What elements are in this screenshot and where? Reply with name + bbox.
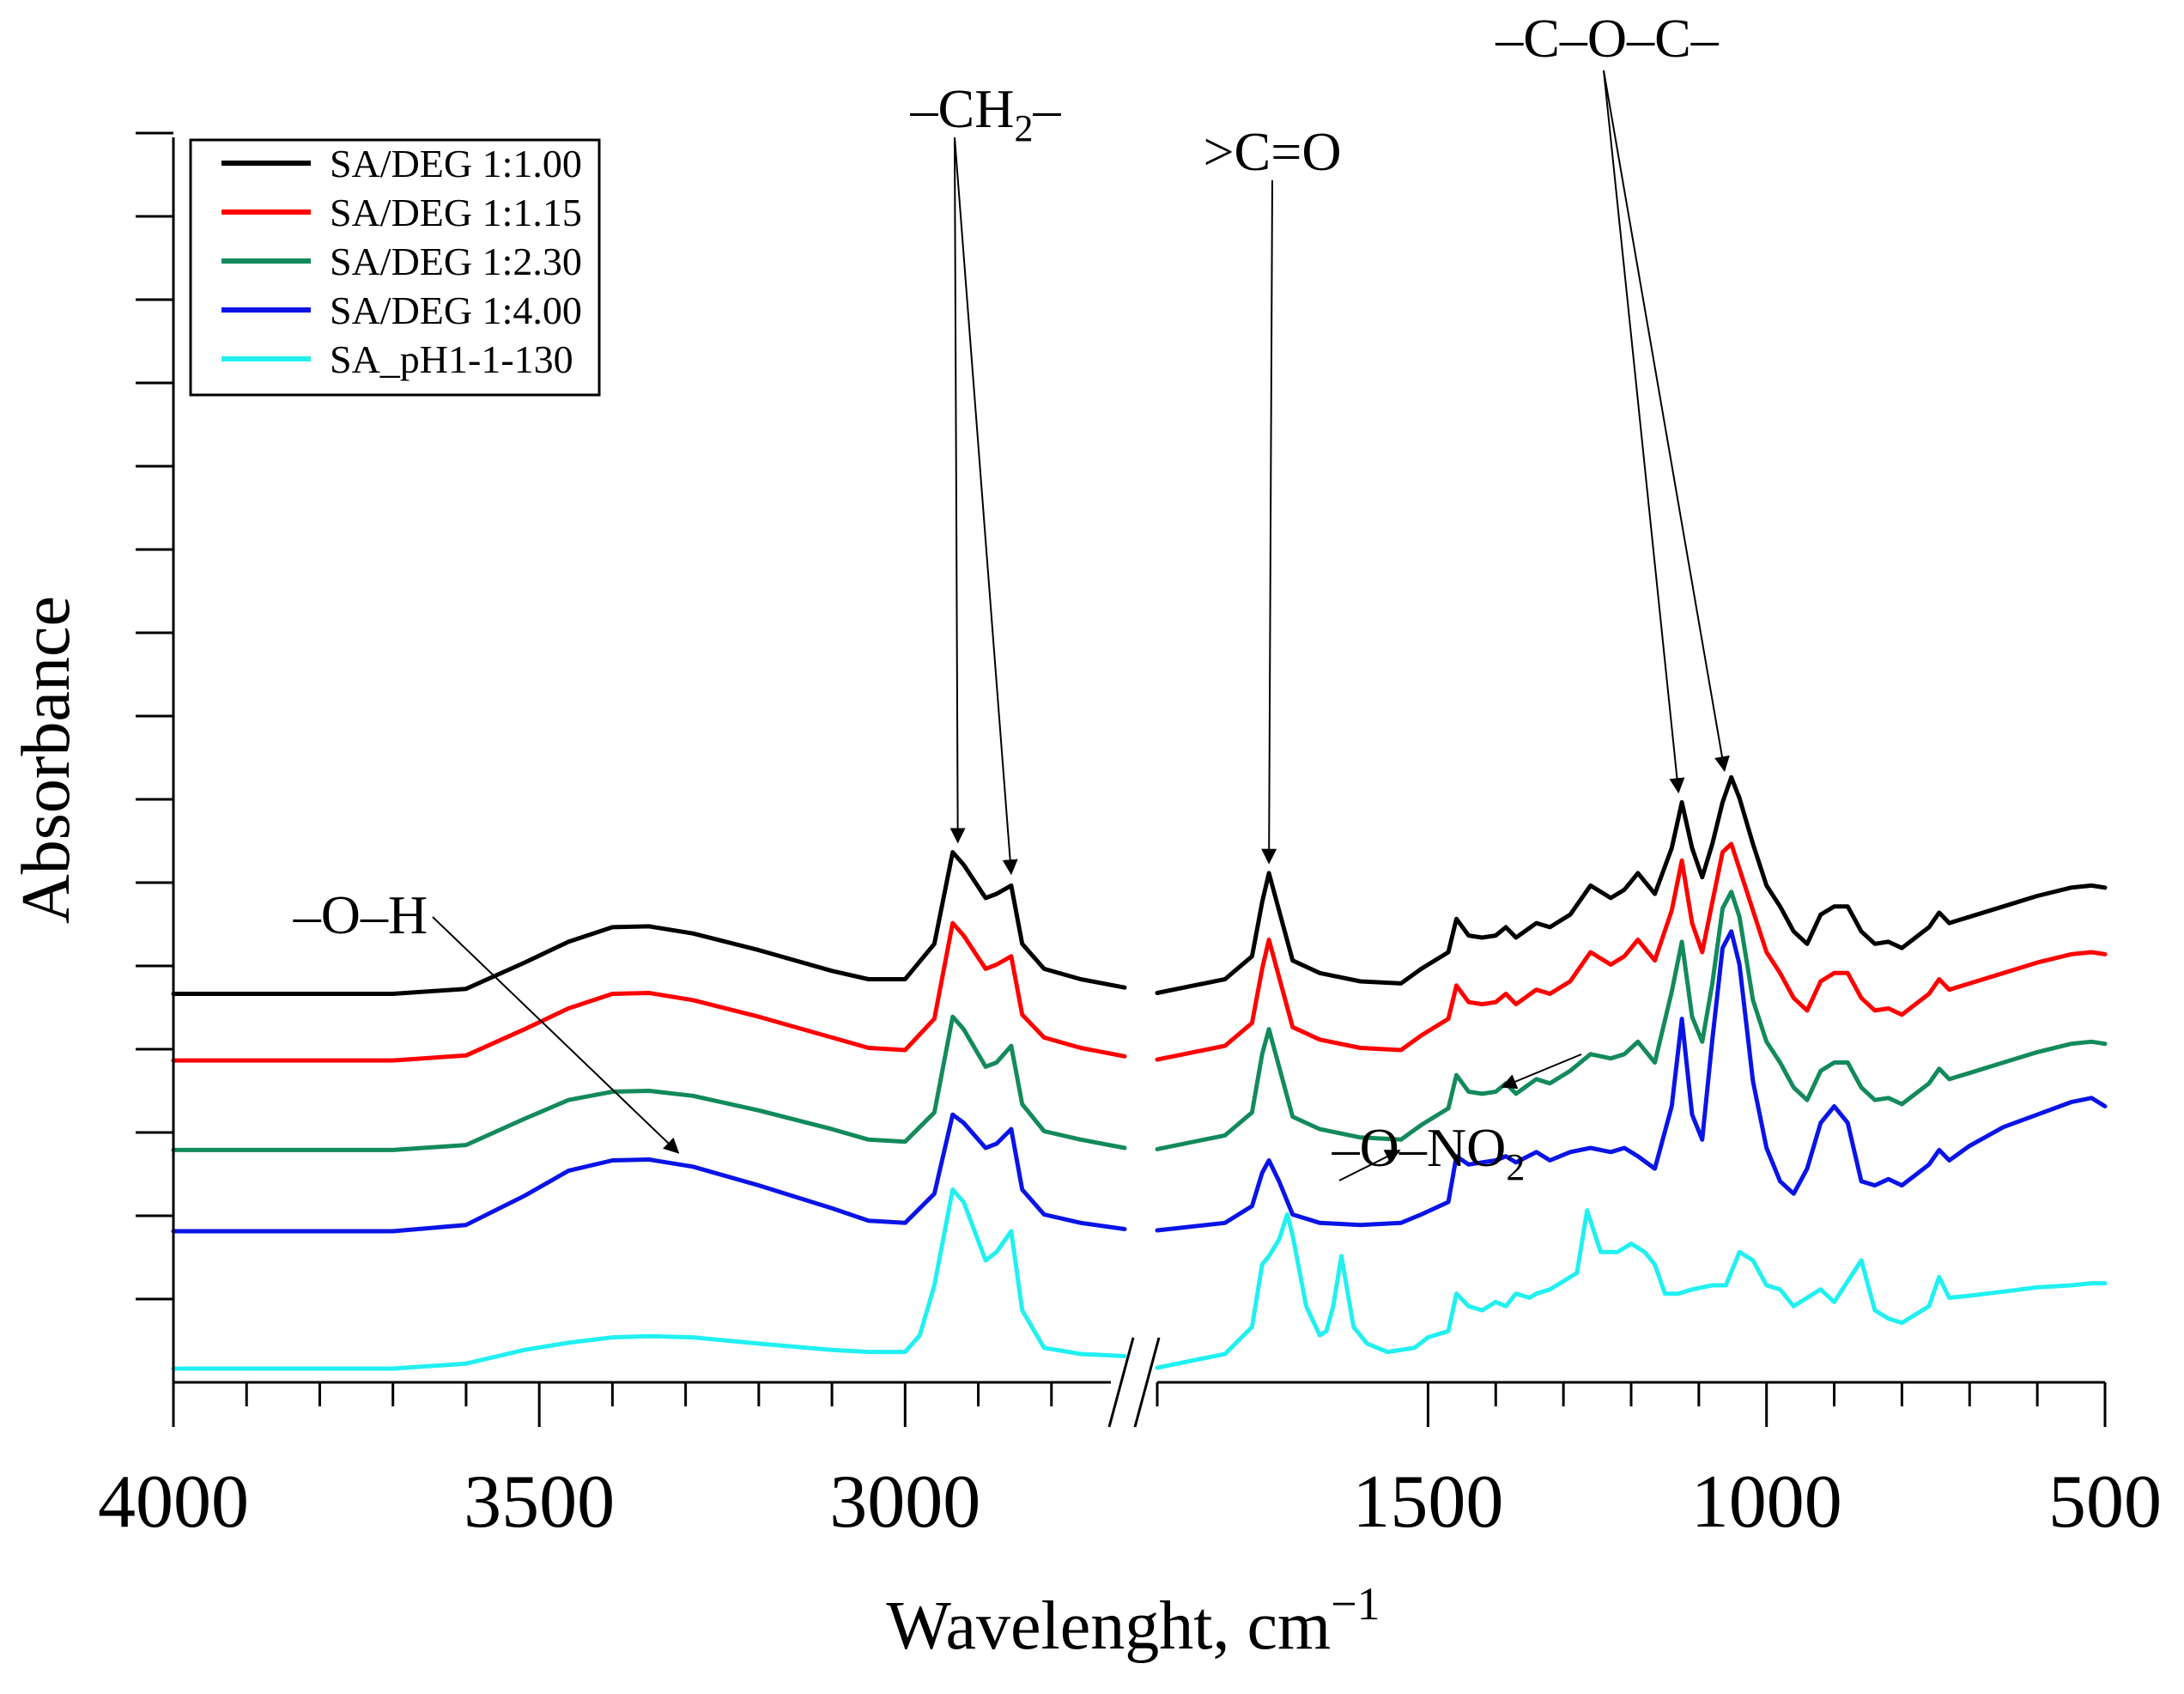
annotation-arrow <box>1338 1150 1401 1181</box>
series-line-1-left <box>171 850 1127 996</box>
x-tick-label: 500 <box>2048 1460 2162 1544</box>
annotation-arrow <box>1501 1053 1582 1090</box>
series-line-2-right <box>1155 841 2108 1062</box>
x-axis-title-text: Wavelenght, cm <box>886 1588 1331 1664</box>
series-line-2-left <box>171 920 1127 1063</box>
annotation-ch2: –CH2– <box>910 78 1062 149</box>
series-line-1-right <box>1155 774 2108 995</box>
series-line-4-left <box>171 1112 1127 1234</box>
ticks-layer: 4000 3500 3000 1500 1000 500 <box>98 131 2162 1544</box>
series-line-3-right <box>1155 890 2108 1151</box>
annotation-arrow <box>1603 70 1730 773</box>
annotation-hydroxyl: –O–H <box>293 884 428 945</box>
annotation-arrow <box>1261 179 1277 865</box>
axis-break-mark-right <box>1133 1337 1161 1428</box>
series-line-4-right <box>1155 929 2108 1233</box>
x-tick-label: 4000 <box>98 1460 249 1544</box>
annotation-arrow <box>1603 70 1685 794</box>
annotation-carbonyl: >C=O <box>1203 121 1341 182</box>
legend-label: SA/DEG 1:1.15 <box>330 191 582 234</box>
x-tick-label: 3000 <box>829 1460 980 1544</box>
x-tick-label: 1000 <box>1691 1460 1842 1544</box>
labels-layer: Absorbance Wavelenght, cm−1 <box>9 596 1380 1664</box>
axes-layer: 4000 3500 3000 1500 1000 500 <box>98 131 2162 1544</box>
x-tick-label: 1500 <box>1352 1460 1503 1544</box>
legend-label: SA/DEG 1:1.00 <box>330 142 582 185</box>
annotation-ether: –C–O–C– <box>1495 8 1720 69</box>
annotation-arrow <box>432 916 680 1154</box>
annotation-layer: –CH2– >C=O –C–O–C– –O–H –O–NO2 <box>293 8 1730 1188</box>
legend-label: SA_pH1-1-130 <box>330 337 573 381</box>
series-line-5-right <box>1155 1208 2108 1370</box>
legend-label: SA/DEG 1:4.00 <box>330 288 582 332</box>
legend-box <box>189 138 601 397</box>
axis-break-mark-left <box>1107 1337 1135 1428</box>
legend-label: SA/DEG 1:2.30 <box>330 240 582 283</box>
annotation-arrow <box>954 137 1018 876</box>
annotation-arrow <box>949 137 966 844</box>
series-line-3-left <box>171 1014 1127 1152</box>
series-layer <box>171 774 2108 1371</box>
y-axis-title: Absorbance <box>9 596 84 924</box>
x-axis-title-superscript: −1 <box>1331 1578 1380 1630</box>
legend: SA/DEG 1:1.00 SA/DEG 1:1.15 SA/DEG 1:2.30 S… <box>189 138 601 397</box>
x-axis-title: Wavelenght, cm−1 <box>886 1578 1380 1664</box>
series-line-5-left <box>171 1187 1127 1371</box>
x-tick-label: 3500 <box>464 1460 615 1544</box>
annotation-nitrate: –O–NO2 <box>1332 1117 1526 1188</box>
